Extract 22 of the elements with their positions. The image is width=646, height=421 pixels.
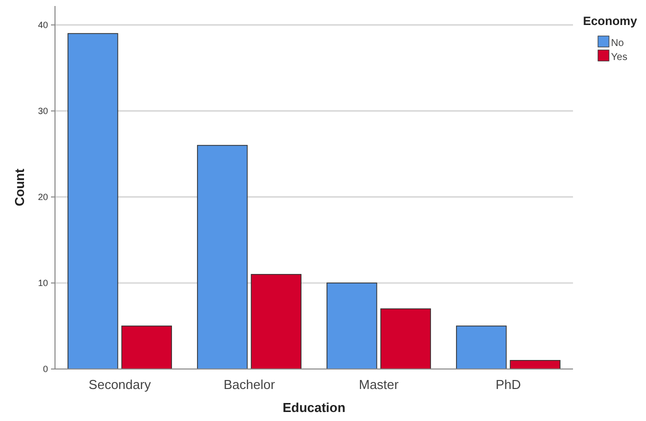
y-tick-label: 30 [38,106,48,116]
x-tick-label: Bachelor [224,377,276,392]
bar [68,33,118,370]
x-tick-label: PhD [496,377,521,392]
legend-title: Economy [583,14,638,28]
x-tick-label: Secondary [88,377,152,392]
bar [510,360,560,370]
legend-label: Yes [611,52,628,63]
y-tick-label: 40 [38,20,48,30]
legend-label: No [611,38,624,49]
bar [380,308,431,370]
x-tick-label: Master [358,377,400,392]
bar [250,274,302,370]
y-axis-title: Count [12,168,27,206]
bar [456,326,507,370]
y-tick-label: 20 [38,192,48,202]
bar [121,326,172,370]
x-axis-title: Education [282,400,346,415]
bar [197,144,248,370]
bar [326,282,378,370]
y-tick-label: 0 [42,364,48,374]
y-tick-label: 10 [38,278,48,288]
